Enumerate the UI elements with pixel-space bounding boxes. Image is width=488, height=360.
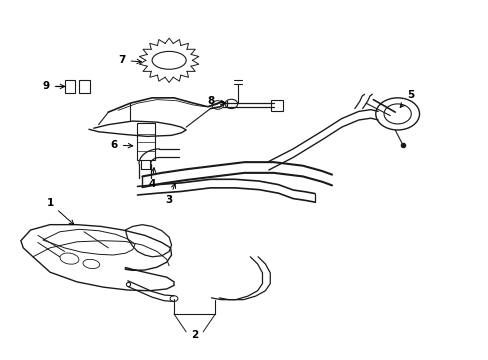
Text: 2: 2 bbox=[190, 330, 198, 341]
Text: 4: 4 bbox=[148, 168, 156, 189]
Text: 7: 7 bbox=[118, 55, 141, 65]
Text: 6: 6 bbox=[110, 140, 132, 150]
Bar bbox=[64, 80, 75, 93]
Text: 3: 3 bbox=[165, 184, 175, 204]
Bar bbox=[136, 123, 155, 160]
Bar bbox=[79, 80, 90, 93]
Text: 5: 5 bbox=[399, 90, 413, 107]
Text: 9: 9 bbox=[42, 81, 64, 91]
Bar bbox=[271, 100, 283, 111]
Text: 8: 8 bbox=[207, 96, 224, 107]
Text: 1: 1 bbox=[46, 198, 74, 225]
